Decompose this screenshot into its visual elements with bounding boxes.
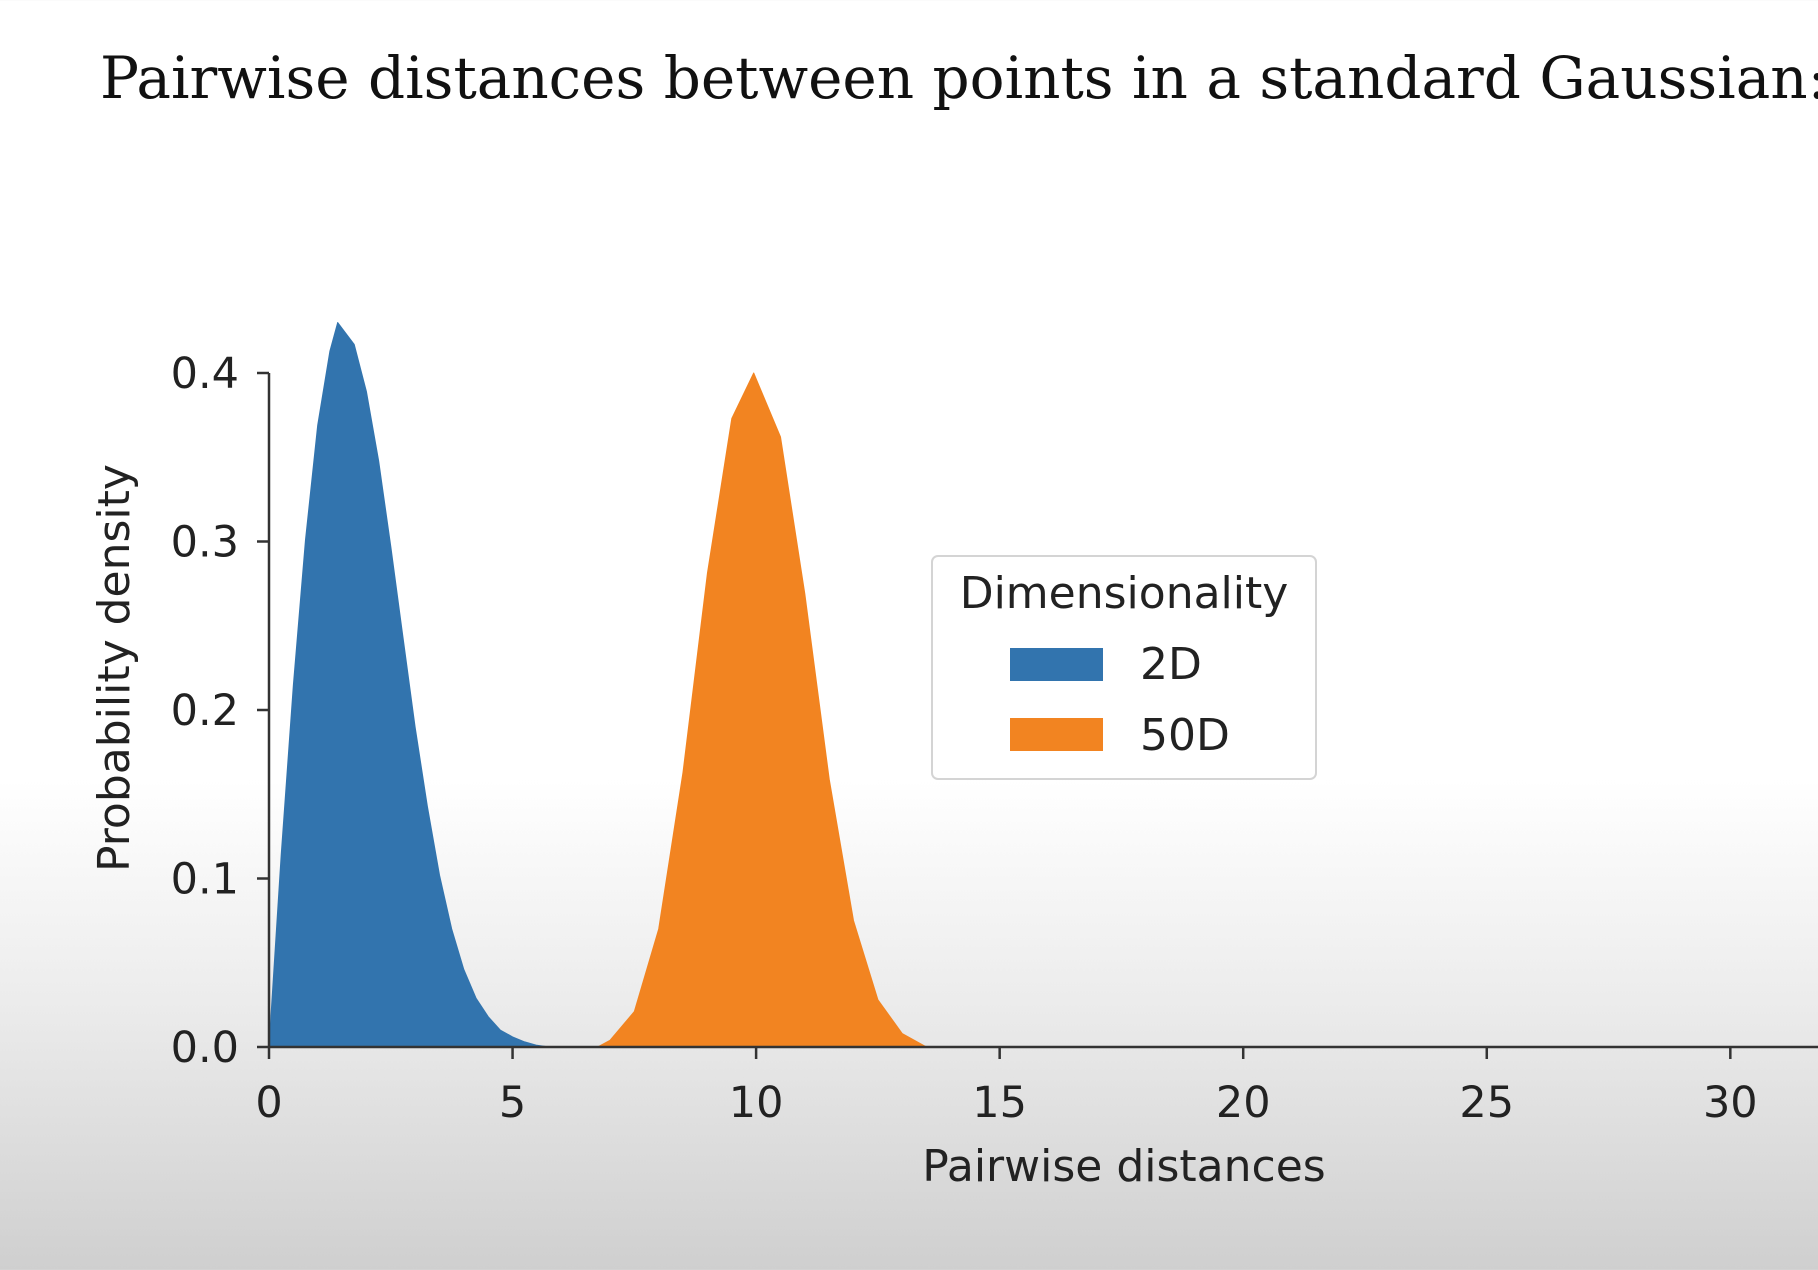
x-tick-label: 20 <box>1216 1078 1271 1128</box>
slide-title: Pairwise distances between points in a s… <box>100 44 1818 112</box>
x-tick-label: 30 <box>1703 1078 1758 1128</box>
x-tick-label: 15 <box>972 1078 1027 1128</box>
legend-swatch-50d <box>1010 718 1103 751</box>
x-tick-label: 0 <box>255 1078 282 1128</box>
series-area-50d <box>597 372 928 1048</box>
x-tick-label: 10 <box>729 1078 784 1128</box>
y-axis-title: Probability density <box>89 464 140 872</box>
axes-layer: 0 5 10 15 20 25 30 0.0 0.1 0.2 0.3 0.4 Pairwise di… <box>89 349 1818 1192</box>
series-area-2d <box>268 322 550 1048</box>
y-tick-label: 0.3 <box>171 518 239 568</box>
y-tick-label: 0.4 <box>171 349 239 399</box>
y-tick-label: 0.0 <box>171 1023 239 1073</box>
legend-swatch-2d <box>1010 648 1103 681</box>
y-ticks: 0.0 0.1 0.2 0.3 0.4 <box>171 349 269 1073</box>
y-tick-label: 0.2 <box>171 686 239 736</box>
legend-title: Dimensionality <box>960 568 1289 619</box>
legend-label-50d: 50D <box>1140 710 1230 761</box>
x-tick-label: 25 <box>1459 1078 1514 1128</box>
x-tick-label: 5 <box>499 1078 526 1128</box>
legend: Dimensionality 2D 50D <box>931 555 1317 780</box>
y-tick-label: 0.1 <box>171 855 239 905</box>
legend-label-2d: 2D <box>1140 639 1202 690</box>
x-axis-title: Pairwise distances <box>922 1141 1325 1192</box>
series-layer <box>268 322 928 1048</box>
x-ticks: 0 5 10 15 20 25 30 <box>255 1047 1758 1128</box>
